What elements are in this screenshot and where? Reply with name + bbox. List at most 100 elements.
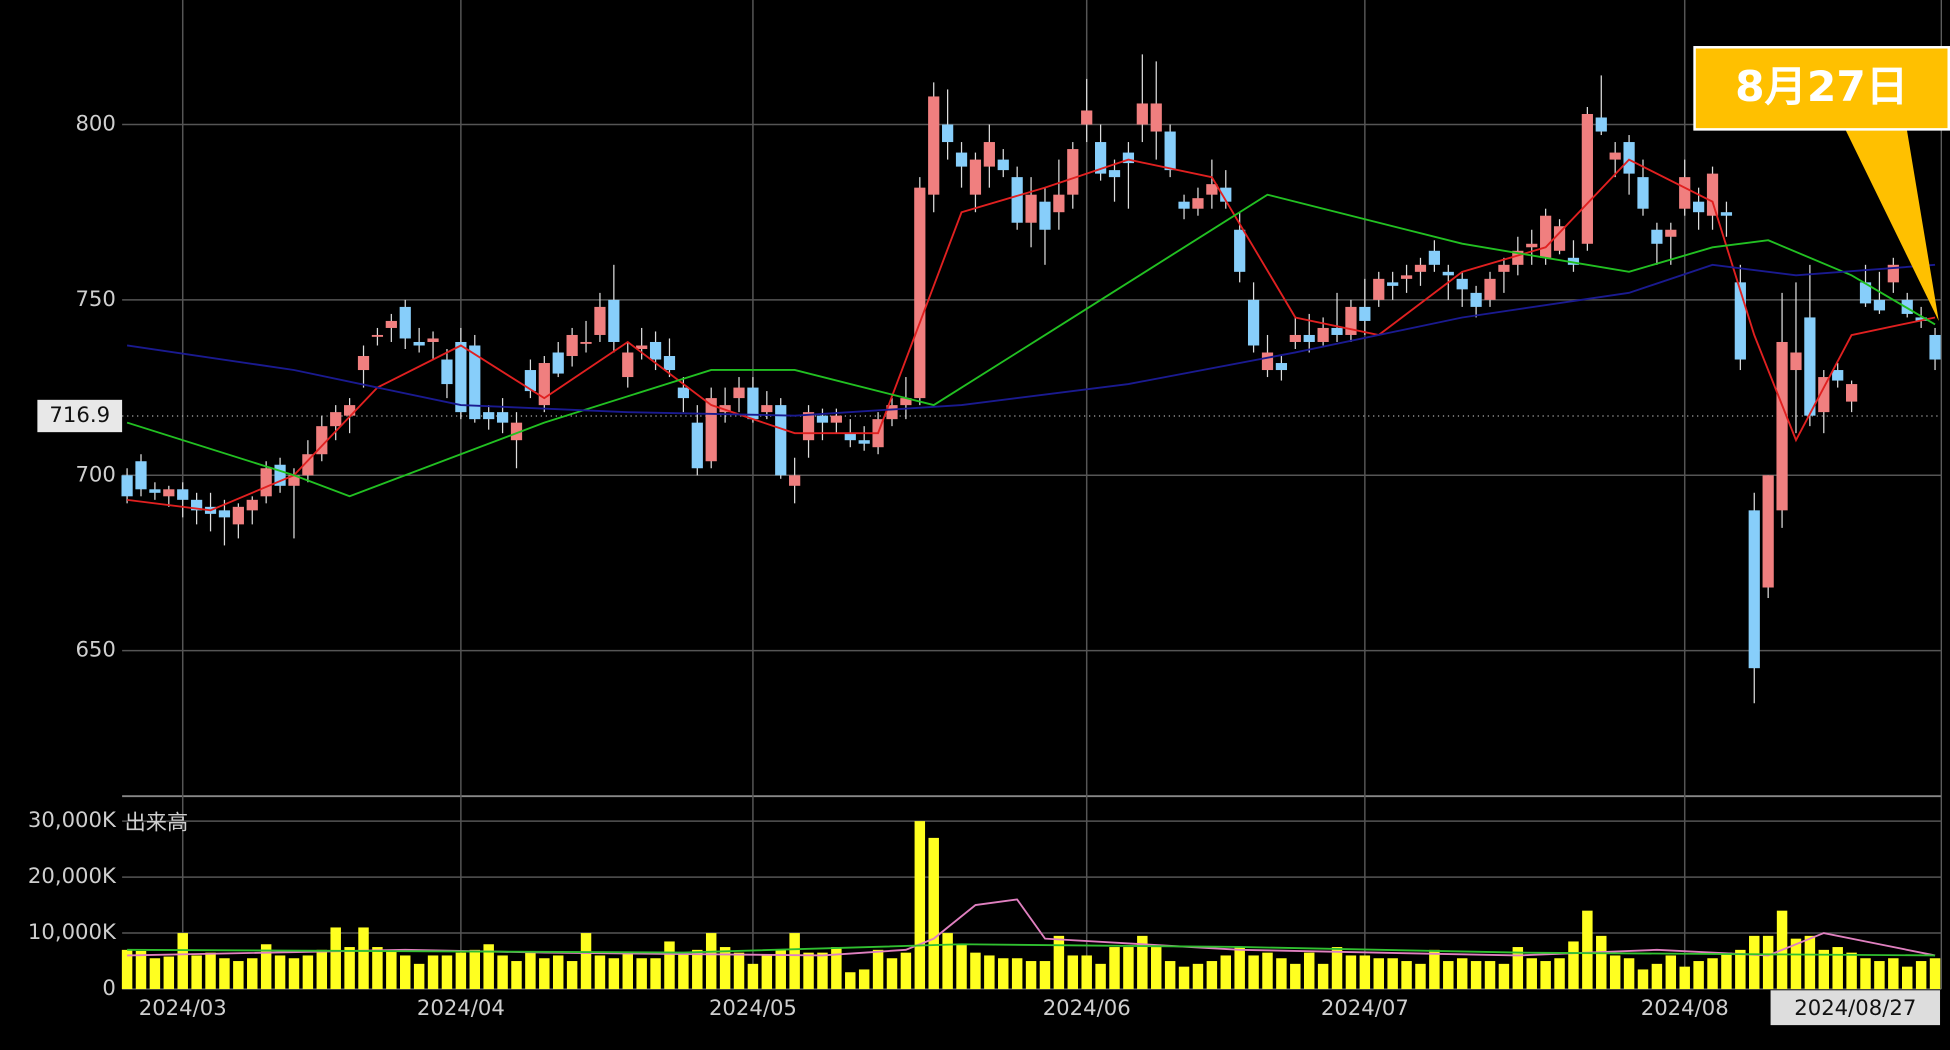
candle-body <box>371 334 384 337</box>
volume-bar <box>233 961 244 990</box>
candle-body <box>1651 229 1663 244</box>
volume-bar <box>386 949 397 990</box>
candle-body <box>1359 306 1371 321</box>
volume-bar <box>1929 958 1941 990</box>
candle-body <box>1845 384 1858 402</box>
volume-bar <box>497 955 508 990</box>
volume-bar <box>511 961 522 990</box>
candle-body <box>1790 352 1802 371</box>
volume-bar <box>1303 952 1315 990</box>
volume-bar <box>1373 958 1384 990</box>
candle-body <box>413 341 425 346</box>
volume-bar <box>149 958 161 990</box>
candle-body <box>510 422 523 441</box>
moving-average <box>126 193 1936 498</box>
volume-bar <box>636 958 647 990</box>
candle-body <box>1206 184 1218 195</box>
candle-body <box>149 489 161 493</box>
candle-body <box>1832 370 1844 381</box>
volume-bar <box>247 958 258 990</box>
candle-body <box>1526 243 1538 248</box>
volume-bar <box>191 955 202 990</box>
volume-bar <box>1804 935 1816 990</box>
callout-text: 8月27日 <box>1735 62 1908 111</box>
volume-bar <box>1276 958 1287 990</box>
candle-body <box>775 405 787 476</box>
date-label-box <box>1770 990 1941 1026</box>
volume-bar <box>316 949 328 990</box>
volume-bar <box>469 949 481 990</box>
volume-bar <box>1387 958 1398 990</box>
volume-bar <box>1123 947 1134 990</box>
volume-bar <box>1860 958 1871 990</box>
candle-body <box>1720 212 1733 216</box>
candle-body <box>427 338 439 342</box>
candle-body <box>1220 187 1232 202</box>
x-tick-label: 2024/07 <box>1321 995 1409 1020</box>
candle-body <box>1108 170 1121 178</box>
volume-bar <box>1317 963 1329 990</box>
callout-box <box>1693 46 1950 131</box>
candle-body <box>1081 110 1093 125</box>
candle-body <box>1665 229 1677 237</box>
candle-body <box>385 320 397 328</box>
candle-body <box>1595 117 1607 132</box>
volume-bar <box>1679 966 1690 990</box>
reference-label: 716.9 <box>49 402 110 427</box>
candle-body <box>1095 142 1107 174</box>
candle-body <box>344 405 356 416</box>
volume-bar <box>1498 963 1510 990</box>
candle-body <box>942 124 954 143</box>
volume-bar <box>1331 947 1343 990</box>
volume-bar <box>942 933 953 990</box>
candle-body <box>1887 264 1899 283</box>
volume-bar <box>803 952 814 990</box>
volume-bar <box>1290 963 1301 990</box>
volume-bar <box>789 933 800 990</box>
candle-body <box>1498 264 1510 272</box>
candle-body <box>886 405 898 420</box>
volume-bar <box>1470 961 1482 990</box>
volume-bar <box>1526 958 1537 990</box>
volume-bar <box>372 947 383 990</box>
candle-body <box>552 352 564 374</box>
volume-bar <box>1359 955 1371 990</box>
volume-bar <box>1220 955 1232 990</box>
candle-body <box>232 506 244 525</box>
volume-bar <box>1582 910 1593 990</box>
candle-body <box>1150 103 1162 132</box>
candle-body <box>524 370 537 392</box>
x-tick-label: 2024/05 <box>709 995 797 1020</box>
volume-bar <box>1109 947 1120 990</box>
volume-bar <box>1137 935 1148 990</box>
volume-bar <box>1554 958 1565 990</box>
volume-bar <box>594 955 606 990</box>
volume-bar <box>1568 941 1579 990</box>
volume-bar <box>1248 955 1259 990</box>
volume-bar <box>580 933 592 990</box>
volume-bar <box>914 821 926 990</box>
candle-body <box>663 356 676 371</box>
candle-body <box>1804 317 1816 416</box>
candle-body <box>816 415 829 423</box>
volume-bar <box>886 958 898 990</box>
candle-body <box>677 387 689 399</box>
candle-body <box>969 159 982 195</box>
volume-bar <box>1011 958 1023 990</box>
volume-bar <box>1067 955 1079 990</box>
candle-body <box>357 356 370 371</box>
candle-body <box>900 398 912 406</box>
candle-body <box>177 489 189 500</box>
candle-body <box>1484 278 1496 300</box>
volume-bar <box>1651 963 1663 990</box>
candle-body <box>1303 334 1315 342</box>
volume-bar <box>1874 961 1885 990</box>
candle-body <box>622 352 634 378</box>
volume-bar <box>1637 969 1649 990</box>
y-tick-label: 800 <box>75 111 115 136</box>
volume-bar <box>1623 958 1635 990</box>
volume-bar <box>163 956 175 990</box>
volume-bar <box>1039 961 1051 990</box>
volume-bar <box>1665 955 1677 990</box>
volume-moving-average <box>127 943 1936 957</box>
